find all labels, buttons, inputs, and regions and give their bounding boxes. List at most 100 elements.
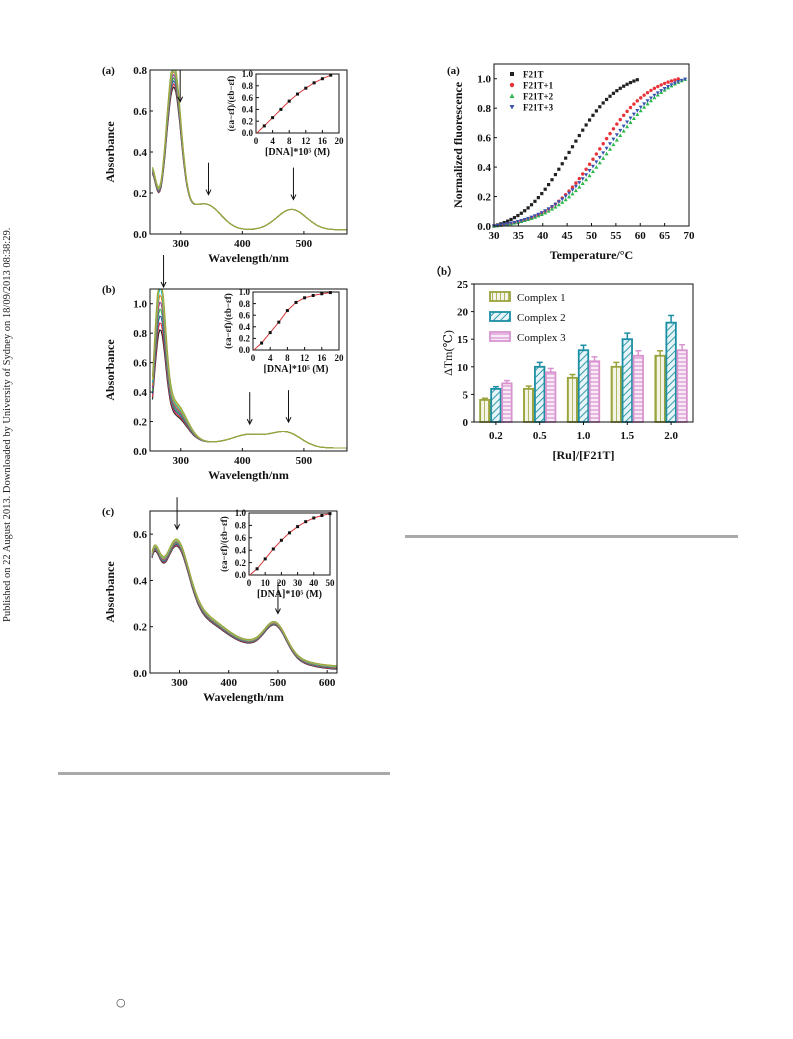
data-point bbox=[605, 97, 609, 102]
data-point bbox=[662, 86, 667, 91]
inset-a-xtick-label: 12 bbox=[301, 136, 311, 146]
data-point bbox=[519, 219, 524, 223]
data-point bbox=[676, 77, 680, 81]
y-axis-label: Normalized fluorescence bbox=[451, 81, 465, 208]
data-point bbox=[656, 84, 660, 89]
data-point bbox=[625, 120, 630, 125]
y-axis-label: Absorbance bbox=[103, 339, 117, 401]
inset-x-axis-label: [DNA]*10⁵ (M) bbox=[264, 364, 329, 375]
data-point bbox=[662, 81, 667, 86]
data-point bbox=[604, 151, 609, 156]
data-point bbox=[526, 206, 530, 210]
inset-c-frame bbox=[248, 512, 331, 576]
melting-ytick-label: 0.6 bbox=[477, 132, 491, 144]
arrow-head bbox=[274, 608, 281, 615]
inset-data-point bbox=[328, 291, 332, 295]
data-point bbox=[543, 209, 548, 213]
data-point bbox=[539, 211, 544, 215]
data-point bbox=[557, 167, 561, 171]
data-point bbox=[581, 128, 585, 132]
data-point bbox=[570, 185, 575, 189]
data-point bbox=[625, 109, 629, 114]
data-point bbox=[635, 99, 640, 103]
data-point bbox=[598, 147, 602, 151]
data-point bbox=[645, 101, 650, 106]
data-point bbox=[550, 178, 554, 182]
bar bbox=[632, 354, 644, 423]
spectrum-a-ytick-label: 0.6 bbox=[133, 106, 147, 118]
data-point bbox=[601, 156, 606, 160]
data-point bbox=[631, 112, 636, 117]
melting-ytick-label: 0.0 bbox=[477, 221, 491, 233]
xtick-label: 2.0 bbox=[664, 430, 678, 442]
data-point bbox=[584, 177, 589, 182]
data-point bbox=[519, 211, 523, 215]
data-point bbox=[615, 89, 619, 93]
divider-left bbox=[58, 772, 390, 775]
bar bbox=[490, 387, 502, 423]
bar bbox=[676, 349, 688, 423]
footer-mark: ○ bbox=[116, 996, 126, 1009]
inset-data-point bbox=[277, 320, 281, 324]
data-point bbox=[635, 112, 640, 117]
divider-right bbox=[405, 535, 738, 538]
data-point bbox=[601, 142, 605, 146]
data-point bbox=[560, 197, 565, 202]
data-point bbox=[608, 142, 613, 146]
data-point bbox=[666, 85, 671, 89]
inset-c-ytick-label: 0.6 bbox=[235, 533, 247, 543]
data-point bbox=[590, 169, 595, 174]
data-point bbox=[591, 113, 595, 117]
data-point bbox=[608, 131, 612, 136]
legend-label: Complex 2 bbox=[517, 312, 566, 324]
inset-data-point bbox=[312, 516, 316, 520]
data-point bbox=[543, 187, 547, 191]
data-point bbox=[597, 155, 602, 160]
data-point bbox=[652, 86, 657, 91]
data-point bbox=[666, 80, 670, 84]
data-point bbox=[669, 83, 674, 87]
inset-b-ytick-label: 0.8 bbox=[239, 299, 251, 309]
data-point bbox=[659, 83, 663, 87]
inset-a-frame bbox=[255, 73, 340, 134]
inset-data-point bbox=[304, 520, 308, 524]
inset-c-xtick-label: 30 bbox=[293, 578, 303, 588]
data-point bbox=[601, 151, 606, 155]
y-axis-label: Absorbance bbox=[103, 561, 117, 623]
data-point bbox=[673, 78, 677, 82]
data-point bbox=[628, 120, 633, 125]
panel-label-b: (b) bbox=[102, 284, 116, 296]
data-point bbox=[614, 133, 619, 137]
inset-data-point bbox=[311, 293, 315, 297]
data-point bbox=[512, 216, 517, 220]
data-point bbox=[635, 109, 640, 113]
data-point bbox=[563, 197, 568, 202]
legend-marker bbox=[510, 72, 514, 76]
inset-y-axis-label: (εa−εf)/(εb−εf) bbox=[223, 293, 233, 349]
inset-b-ytick-label: 0.4 bbox=[239, 322, 251, 332]
panel-label-right-b: （b） bbox=[430, 265, 458, 278]
data-point bbox=[649, 88, 653, 93]
legend-label: F21T bbox=[523, 70, 544, 80]
data-point bbox=[635, 78, 639, 82]
inset-c-ytick-label: 0.2 bbox=[235, 558, 247, 568]
melting-ytick-label: 1.0 bbox=[477, 74, 491, 86]
data-point bbox=[553, 172, 558, 177]
series-f21t bbox=[492, 78, 639, 228]
data-point bbox=[529, 215, 534, 220]
inset-background bbox=[249, 513, 330, 575]
melting-xtick-label: 65 bbox=[659, 230, 671, 242]
inset-data-point bbox=[329, 73, 333, 77]
panel-label-c: (c) bbox=[102, 506, 115, 518]
data-point bbox=[648, 96, 653, 101]
ytick-label: 15 bbox=[457, 334, 469, 346]
spectrum-c-frame bbox=[149, 510, 338, 674]
legend-label: F21T+2 bbox=[523, 92, 554, 102]
bar bbox=[621, 338, 633, 423]
inset-background bbox=[253, 292, 339, 350]
melting-xtick-label: 50 bbox=[586, 230, 598, 242]
inset-data-point bbox=[328, 512, 332, 516]
inset-a: 0 4 8 12 16 20 0.0 0.20.4 0.6 0.8 1.0 [DNA]*10⁵ (M)… bbox=[226, 69, 344, 158]
data-point bbox=[564, 156, 568, 160]
